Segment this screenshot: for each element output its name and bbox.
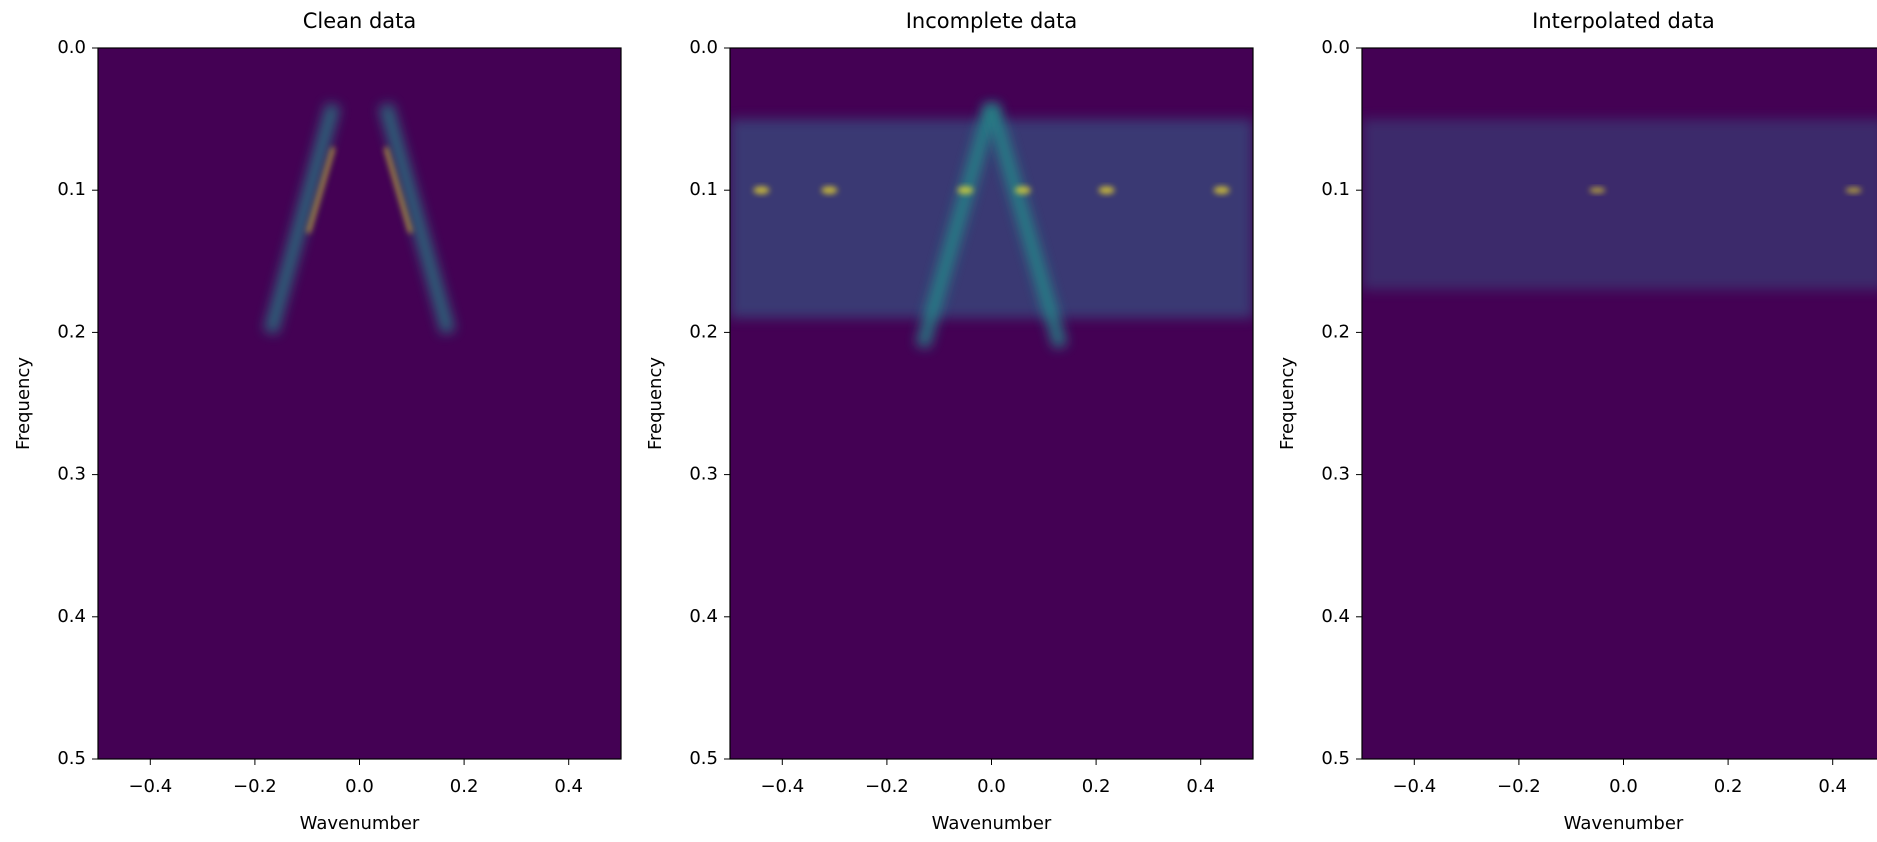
heatmap-feature xyxy=(1362,119,1877,290)
x-tick-label: 0.2 xyxy=(1714,776,1743,797)
y-tick-label: 0.4 xyxy=(57,606,86,627)
heatmap-feature xyxy=(263,103,341,335)
heatmap-feature xyxy=(984,102,1068,349)
y-tick-label: 0.5 xyxy=(57,748,86,769)
heatmap-feature xyxy=(1845,187,1862,194)
x-axis-label: Wavenumber xyxy=(1564,813,1684,834)
heatmap-feature xyxy=(957,186,974,195)
y-tick-label: 0.3 xyxy=(689,464,718,485)
heatmap-feature xyxy=(753,186,770,195)
y-tick-label: 0.2 xyxy=(1321,321,1350,342)
y-tick-label: 0.2 xyxy=(689,321,718,342)
x-tick-label: 0.0 xyxy=(345,776,374,797)
heatmap xyxy=(98,48,621,759)
chart-title: Interpolated data xyxy=(1532,9,1715,33)
heatmap-feature xyxy=(821,186,838,195)
x-axis-label: Wavenumber xyxy=(300,813,420,834)
x-tick-label: −0.2 xyxy=(865,776,909,797)
y-tick-label: 0.1 xyxy=(57,179,86,200)
heatmap-feature xyxy=(915,102,999,349)
x-tick-label: 0.2 xyxy=(1082,776,1111,797)
heatmap-feature xyxy=(1098,186,1115,195)
x-tick-label: 0.4 xyxy=(1186,776,1215,797)
x-tick-label: −0.2 xyxy=(1497,776,1541,797)
y-tick-label: 0.4 xyxy=(1321,606,1350,627)
y-tick-label: 0.1 xyxy=(1321,179,1350,200)
heatmap-feature xyxy=(378,103,456,335)
y-tick-label: 0.3 xyxy=(57,464,86,485)
y-axis-label: Frequency xyxy=(645,357,666,450)
heatmap-feature xyxy=(1213,186,1230,195)
x-tick-label: 0.4 xyxy=(1818,776,1847,797)
y-tick-label: 0.4 xyxy=(689,606,718,627)
x-tick-label: −0.4 xyxy=(128,776,172,797)
x-tick-label: 0.2 xyxy=(450,776,479,797)
y-axis-label: Frequency xyxy=(1277,357,1298,450)
y-tick-label: 0.0 xyxy=(689,37,718,58)
y-tick-label: 0.1 xyxy=(689,179,718,200)
heatmap-feature xyxy=(1014,186,1031,195)
y-tick-label: 0.3 xyxy=(1321,464,1350,485)
heatmap-feature xyxy=(306,146,336,234)
heatmap xyxy=(1362,48,1877,759)
x-tick-label: −0.4 xyxy=(760,776,804,797)
x-tick-label: 0.4 xyxy=(554,776,583,797)
x-tick-label: 0.0 xyxy=(977,776,1006,797)
x-tick-label: −0.2 xyxy=(233,776,277,797)
heatmap-feature xyxy=(1589,187,1606,194)
chart-title: Clean data xyxy=(303,9,417,33)
y-axis-label: Frequency xyxy=(13,357,34,450)
heatmap xyxy=(730,48,1253,759)
heatmap-feature xyxy=(383,146,413,234)
y-tick-label: 0.5 xyxy=(1321,748,1350,769)
x-axis-label: Wavenumber xyxy=(932,813,1052,834)
y-tick-label: 0.2 xyxy=(57,321,86,342)
x-tick-label: 0.0 xyxy=(1609,776,1638,797)
chart-title: Incomplete data xyxy=(906,9,1078,33)
y-tick-label: 0.5 xyxy=(689,748,718,769)
y-tick-label: 0.0 xyxy=(1321,37,1350,58)
x-tick-label: −0.4 xyxy=(1392,776,1436,797)
y-tick-label: 0.0 xyxy=(57,37,86,58)
